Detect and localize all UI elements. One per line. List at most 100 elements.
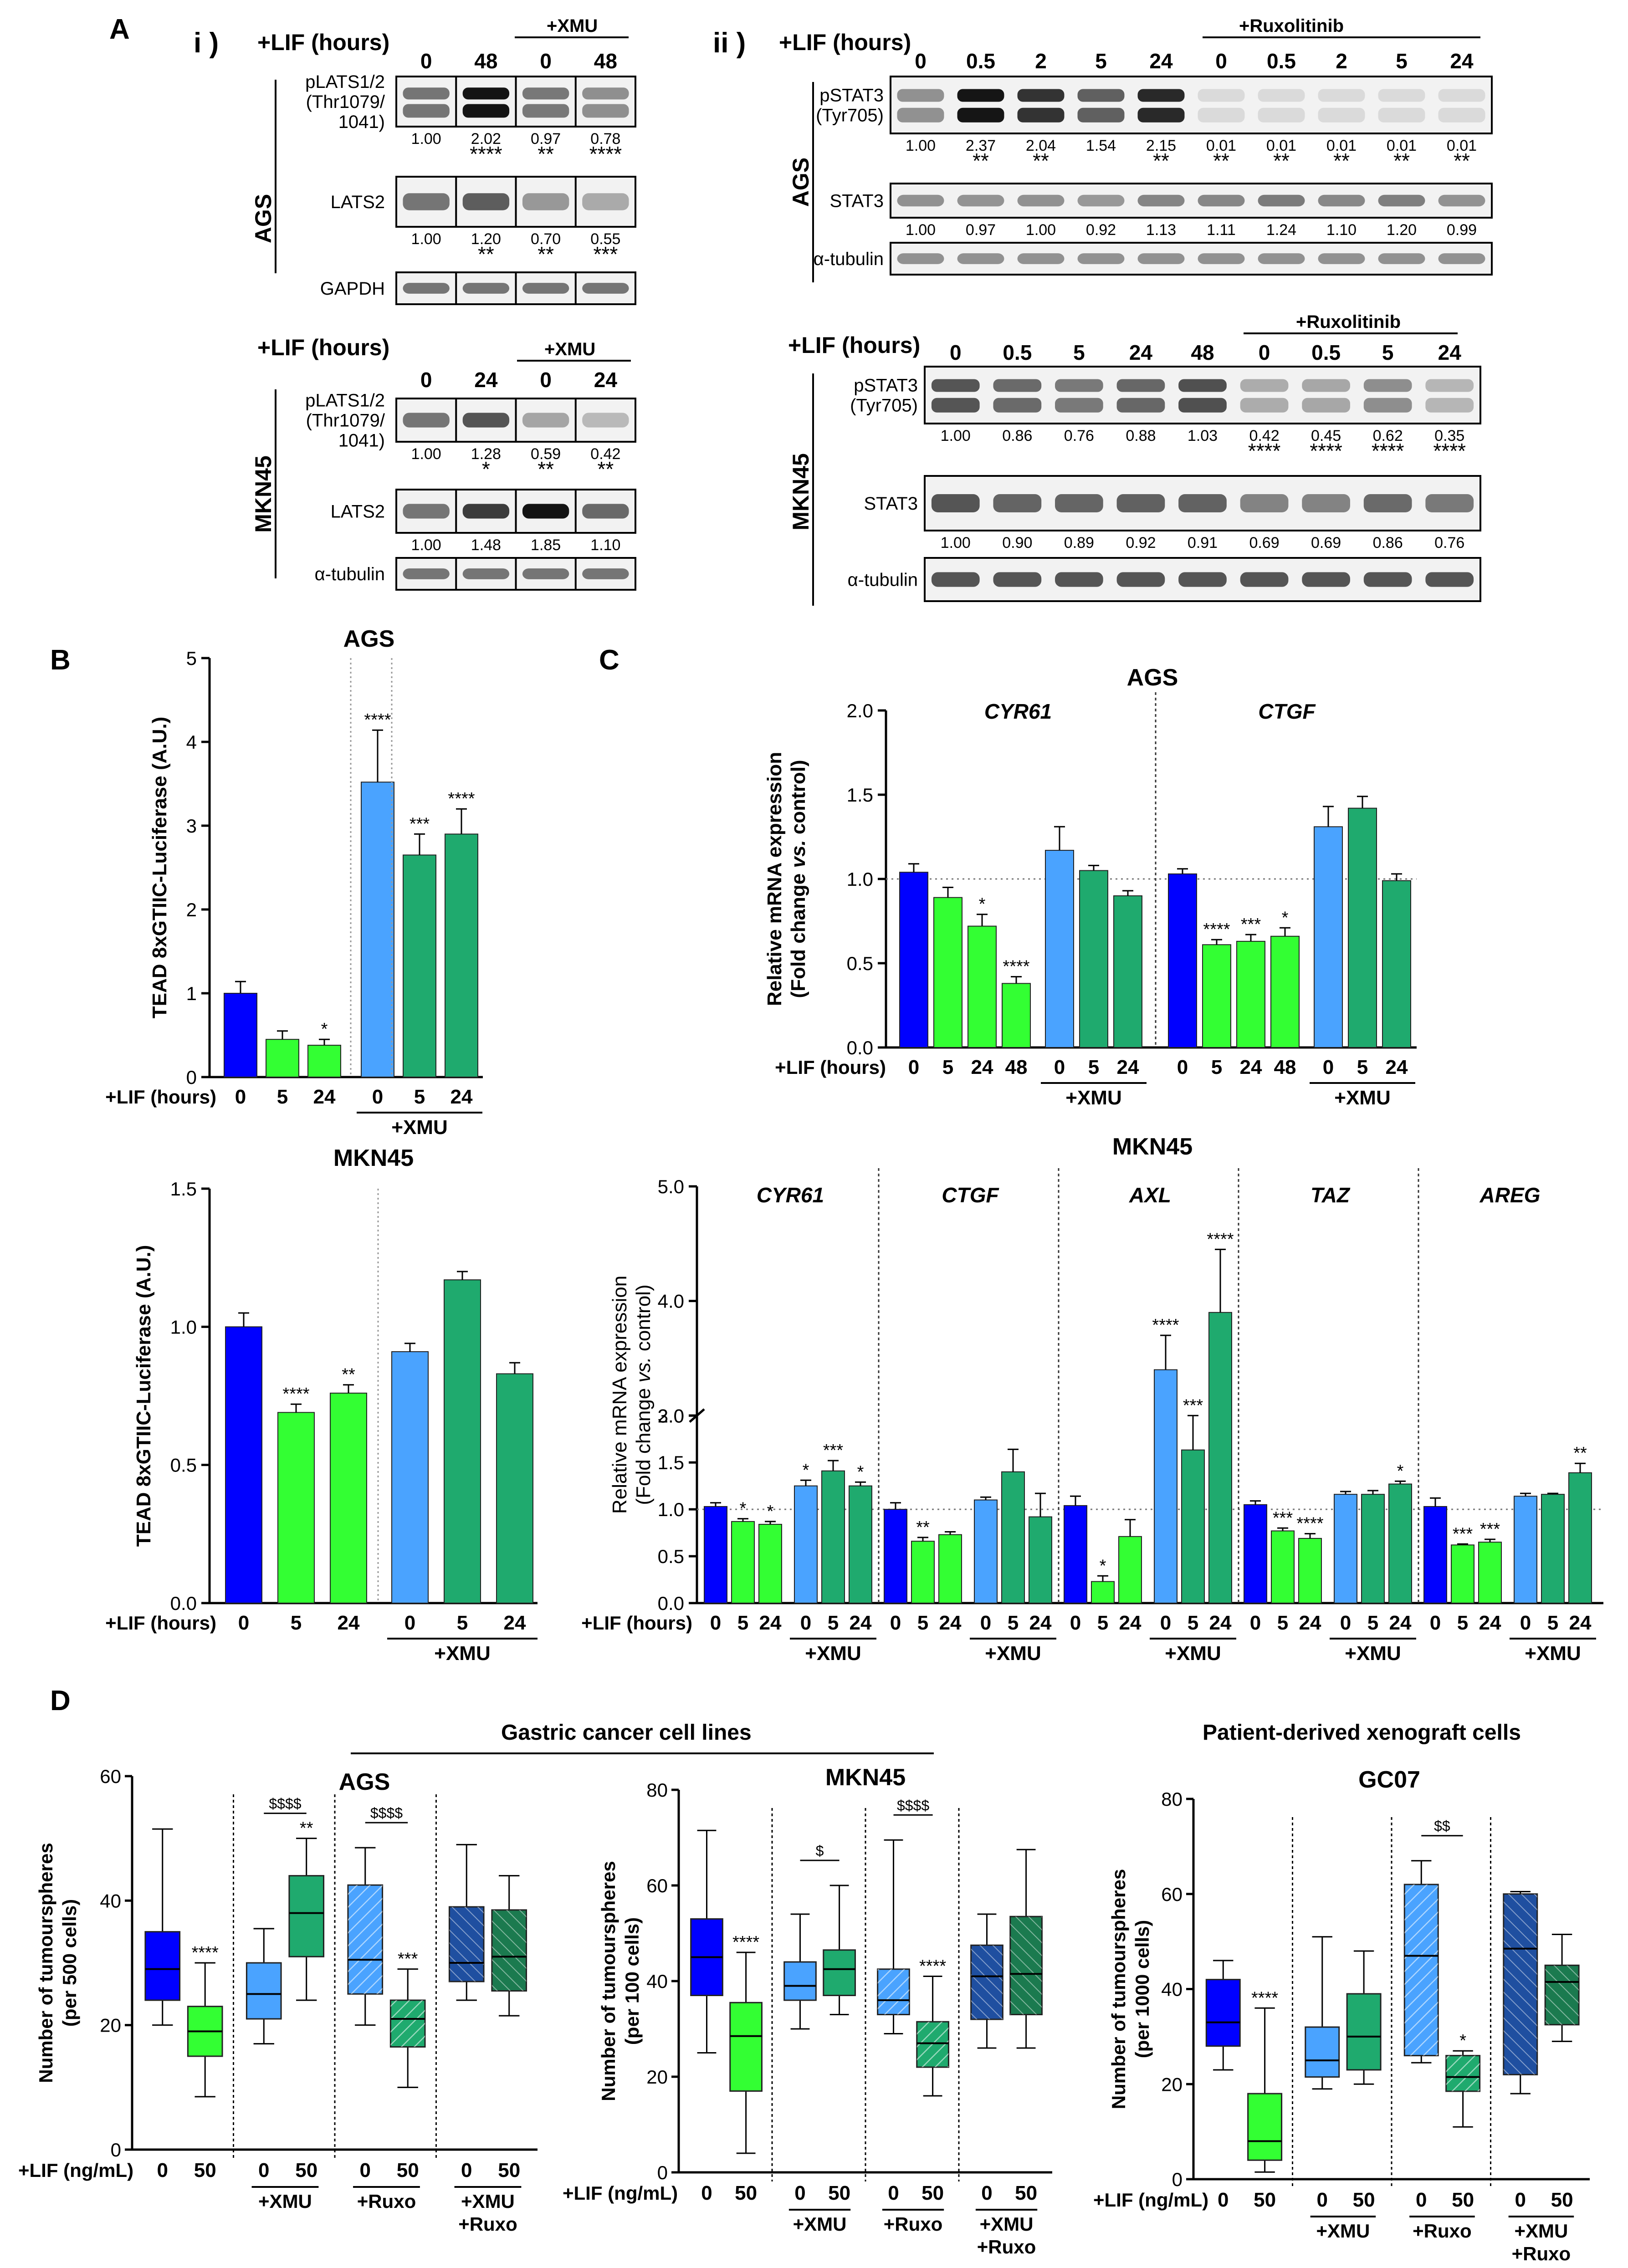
significance-stars: ** [1273, 149, 1290, 173]
bar-significance: **** [1152, 1316, 1179, 1335]
y-tick-label: 2 [186, 899, 197, 920]
band [1240, 398, 1289, 413]
bar-significance: * [321, 1020, 328, 1039]
band [1055, 379, 1103, 392]
bar [1568, 1472, 1592, 1604]
band [1198, 89, 1245, 102]
significance-stars: ** [1393, 149, 1410, 173]
band [522, 87, 569, 100]
box-hatch [348, 1885, 383, 1994]
chart-title: MKN45 [825, 1764, 906, 1791]
band [1318, 253, 1365, 264]
band [897, 107, 944, 123]
band [1378, 253, 1425, 264]
band [1425, 494, 1474, 512]
bar-significance: * [767, 1502, 774, 1521]
x-tick-label: 50 [922, 2182, 944, 2204]
densitometry-value: 1.00 [941, 534, 971, 552]
panel-label-a-ii: ii ) [713, 27, 746, 59]
bar [974, 1499, 998, 1604]
y-tick-label: 1.5 [847, 784, 873, 806]
x-tick-label: 0 [372, 1086, 383, 1108]
band [957, 253, 1004, 264]
densitometry-value: 1.00 [906, 221, 936, 239]
bar [391, 1351, 429, 1604]
bar [1168, 873, 1197, 1048]
y-tick-label: 0.0 [170, 1593, 197, 1614]
band [1378, 194, 1425, 207]
bar [821, 1470, 845, 1604]
y-tick-label: 80 [646, 1779, 668, 1801]
bar [1514, 1496, 1537, 1604]
band [1077, 194, 1125, 207]
y-tick-label: 0.5 [847, 953, 873, 974]
x-tick-label: 5 [828, 1612, 839, 1634]
band [1363, 398, 1412, 413]
x-tick-label: 5 [737, 1612, 748, 1634]
densitometry-value: 1.10 [590, 536, 620, 554]
densitometry-value: 0.01 [1387, 137, 1417, 154]
x-tick-label: 0 [360, 2159, 371, 2181]
band [403, 504, 450, 519]
bar [1244, 1504, 1267, 1604]
chart-title: AGS [339, 1769, 390, 1795]
densitometry-value: 0.76 [1064, 427, 1094, 444]
bracket-label: $$$$ [897, 1797, 929, 1813]
ags-stat3-ruxo-label: +Ruxolitinib [1239, 16, 1344, 36]
chart-title: MKN45 [1112, 1134, 1193, 1160]
y-axis-label: (per 1000 cells) [1131, 1920, 1153, 2059]
band [1318, 107, 1365, 123]
y-tick-label: 1.0 [170, 1316, 197, 1338]
band [403, 568, 450, 579]
x-axis-lif-label: +LIF (hours) [775, 1057, 886, 1078]
bar [445, 833, 478, 1078]
xmu-label: +XMU [805, 1642, 861, 1665]
bar [1348, 807, 1377, 1048]
lane-label: 0 [420, 49, 432, 73]
lane-label: 48 [474, 49, 497, 73]
band [931, 379, 980, 392]
y-tick-label: 0 [1172, 2169, 1183, 2190]
box-hatch [390, 2000, 425, 2047]
group-label: +Ruxo [1512, 2243, 1571, 2264]
significance-stars: ** [1454, 149, 1470, 173]
band [522, 568, 569, 579]
bar [277, 1412, 315, 1604]
x-tick-label: 5 [1367, 1612, 1378, 1634]
protein-label: pSTAT3 [819, 86, 884, 106]
lane-label: 0 [1259, 341, 1270, 364]
band [1240, 379, 1289, 392]
x-tick-label: 5 [457, 1612, 468, 1634]
densitometry-value: 0.97 [966, 221, 996, 239]
lane-label: 5 [1396, 49, 1408, 73]
xmu-label: +XMU [1525, 1642, 1581, 1665]
band [1017, 89, 1065, 102]
bracket-label: $$ [1434, 1818, 1450, 1834]
band [522, 413, 569, 428]
lane-label: 0 [1215, 49, 1227, 73]
significance-stars: ** [1033, 149, 1049, 173]
x-tick-label: 0 [908, 1056, 919, 1078]
densitometry-value: 1.00 [411, 230, 441, 248]
densitometry-value: 1.85 [531, 536, 561, 554]
bar-significance: * [979, 895, 986, 914]
box-hatch [491, 1910, 527, 1991]
band [1198, 253, 1245, 264]
densitometry-value: 0.92 [1126, 534, 1156, 552]
box-hatch [916, 2022, 949, 2067]
bar-significance: *** [1453, 1524, 1473, 1543]
y-axis-label: (Fold change vs. control) [632, 1284, 655, 1505]
densitometry-value: 1.54 [1086, 137, 1116, 154]
gene-name: TAZ [1311, 1183, 1351, 1207]
bar-significance: * [803, 1461, 809, 1480]
y-tick-label: 0.5 [170, 1455, 197, 1476]
chart-title: GC07 [1358, 1767, 1420, 1793]
x-tick-label: 50 [1452, 2189, 1474, 2211]
band [1055, 398, 1103, 413]
band [1438, 253, 1485, 264]
bar [1541, 1494, 1565, 1604]
x-tick-label: 0 [404, 1612, 415, 1634]
gene-name: CTGF [942, 1183, 999, 1207]
x-tick-label: 50 [295, 2159, 317, 2181]
